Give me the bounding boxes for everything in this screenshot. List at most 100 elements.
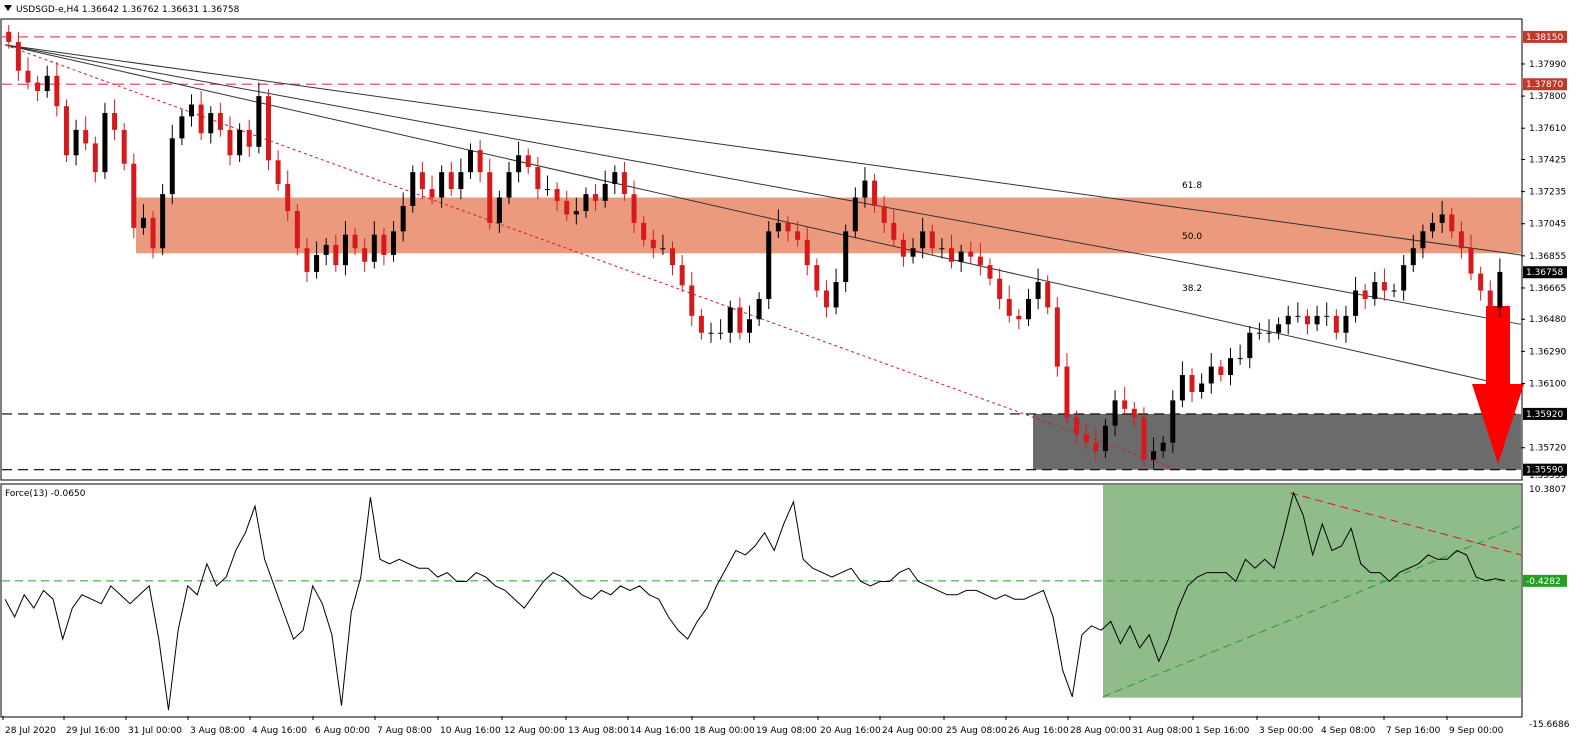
candle-body [679,265,685,286]
candle-body [121,129,127,164]
candle-body [285,183,291,212]
candle-body [746,319,752,333]
fib-61.8-fan-line [4,44,1522,256]
candle-body [25,70,31,83]
x-tick-label: 28 Jul 2020 [5,726,56,736]
candle-body [525,155,531,168]
candle-body [227,129,233,156]
candle-body [468,150,474,173]
candle-body [217,112,223,130]
candle-body [458,172,464,190]
candle-body [775,222,781,232]
candle-body [737,307,743,333]
support-price-tag [1523,407,1567,420]
candle-body [1256,332,1262,334]
x-tick-label: 24 Aug 00:00 [882,726,943,736]
candle-body [294,211,300,249]
candle-body [891,222,897,240]
x-tick-label: 12 Aug 00:00 [504,726,565,736]
candle-body [997,278,1003,299]
x-tick-label: 10 Aug 16:00 [440,726,501,736]
down-arrow-head-icon [1472,384,1524,464]
candle-body [304,248,310,272]
force-panel-title: Force(13) -0.0650 [5,489,86,499]
current-price-tag [1523,266,1567,279]
x-tick-label: 6 Aug 00:00 [315,726,370,736]
candle-body [516,155,522,173]
x-tick-label: 4 Sep 08:00 [1321,726,1376,736]
candle-body [1054,307,1060,367]
candle-body [314,254,320,272]
candle-body [1314,315,1320,325]
resistance-price-tag-text: 1.37870 [1526,80,1563,90]
candle-body [198,104,204,134]
candle-body [1381,282,1387,291]
candle-body [1045,282,1051,308]
y-tick-label: 1.37425 [1529,155,1566,165]
candle-body [1295,315,1301,317]
candle-body [1285,315,1291,325]
candle-body [1093,442,1099,452]
candle-body [477,150,483,173]
candle-body [1006,298,1012,316]
candle-body [573,211,579,215]
candle-body [1353,290,1359,316]
candle-body [1276,324,1282,333]
candle-body [439,172,445,198]
candle-body [910,248,916,257]
candle-body [843,231,849,283]
candle-body [448,172,454,190]
x-tick-label: 9 Sep 00:00 [1449,726,1504,736]
candle-body [727,307,733,333]
candle-body [256,96,262,147]
x-tick-label: 14 Aug 16:00 [630,726,691,736]
resistance-price-tag [1523,30,1567,43]
x-tick-label: 3 Aug 08:00 [190,726,245,736]
candle-body [1439,214,1445,223]
candle-body [323,244,329,255]
candle-body [833,282,839,308]
candle-body [929,231,935,249]
candle-body [1160,442,1166,452]
candle-body [237,129,243,156]
candle-body [862,180,868,198]
candle-body [718,332,724,334]
candle-body [1487,290,1493,308]
candle-body [554,189,560,201]
x-tick-label: 31 Jul 00:00 [128,726,182,736]
y-tick-label: 1.37610 [1529,124,1566,134]
triangle-down-icon[interactable] [4,5,12,11]
candle-body [1497,271,1503,308]
candle-body [1189,375,1195,392]
candle-body [169,138,175,195]
candle-body [1131,408,1137,418]
y-tick-label: 1.36480 [1529,315,1566,325]
candle-body [419,172,425,190]
candle-body [487,172,493,223]
candle-body [795,231,801,240]
candle-body [410,172,416,206]
candle-body [544,189,550,191]
force-current-tag [1523,574,1567,587]
candle-body [1237,358,1243,360]
force-y-tick-label: -15.6686 [1529,720,1570,730]
down-arrow-shaft [1486,306,1510,384]
candle-body [506,172,512,198]
support-price-tag-text: 1.35920 [1526,410,1563,420]
candle-body [35,82,41,92]
candle-body [160,194,166,249]
support-price-tag-text: 1.35590 [1526,466,1563,476]
candle-body [660,248,666,250]
candle-body [102,112,108,173]
candle-body [429,189,435,198]
candle-body [73,129,79,156]
candle-body [83,129,89,144]
candle-body [1179,375,1185,401]
candle-body [1074,417,1080,435]
candle-body [689,285,695,316]
support-price-tag [1523,463,1567,476]
resistance-price-tag [1523,78,1567,91]
candle-body [977,256,983,266]
candle-body [1112,400,1118,426]
